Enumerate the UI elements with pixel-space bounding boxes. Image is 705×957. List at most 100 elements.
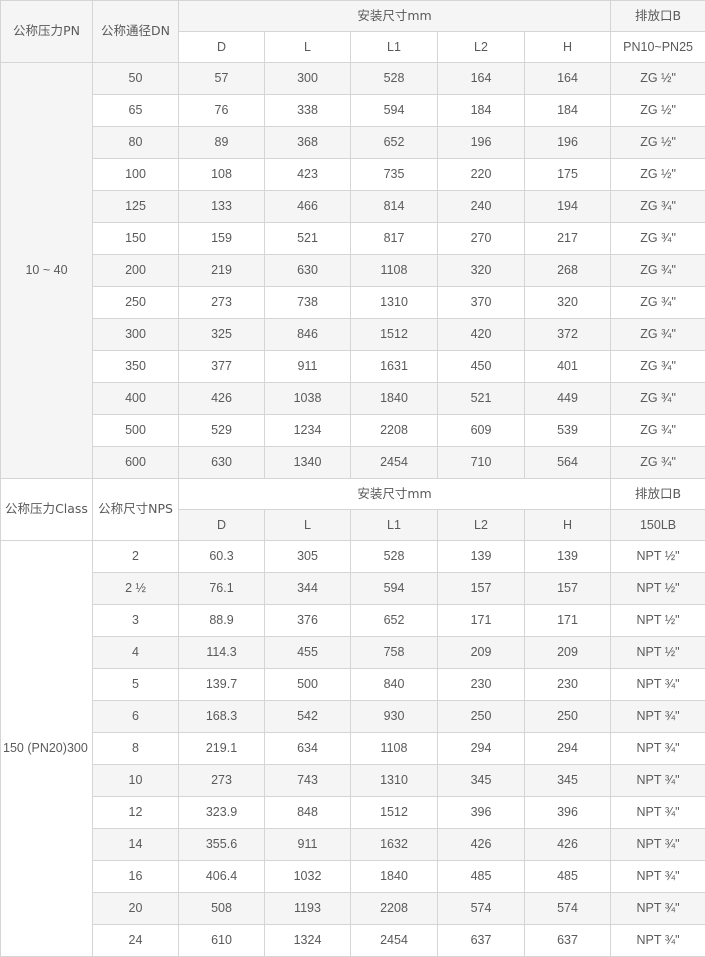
cell-h: 426 (525, 829, 611, 861)
header-group-dimensions-imperial: 安装尺寸mm (179, 479, 611, 510)
cell-nominal-size: 8 (93, 733, 179, 765)
cell-l1: 1512 (351, 797, 438, 829)
cell-drain-port: ZG ¾" (611, 351, 705, 383)
cell-nominal-size: 6 (93, 701, 179, 733)
cell-l2: 220 (438, 159, 525, 191)
cell-l: 338 (265, 95, 351, 127)
cell-l2: 609 (438, 415, 525, 447)
header-col-l1: L1 (351, 510, 438, 541)
cell-l: 521 (265, 223, 351, 255)
cell-drain-port: NPT ¾" (611, 765, 705, 797)
cell-l1: 2208 (351, 893, 438, 925)
cell-drain-port: ZG ¾" (611, 415, 705, 447)
cell-nominal-size: 500 (93, 415, 179, 447)
cell-l2: 240 (438, 191, 525, 223)
cell-h: 175 (525, 159, 611, 191)
cell-l: 500 (265, 669, 351, 701)
cell-h: 230 (525, 669, 611, 701)
cell-l1: 1840 (351, 861, 438, 893)
cell-l: 1324 (265, 925, 351, 957)
cell-d: 76 (179, 95, 265, 127)
cell-drain-port: ZG ¾" (611, 383, 705, 415)
cell-l: 911 (265, 829, 351, 861)
cell-l2: 710 (438, 447, 525, 479)
cell-l: 376 (265, 605, 351, 637)
cell-d: 89 (179, 127, 265, 159)
cell-d: 139.7 (179, 669, 265, 701)
cell-d: 108 (179, 159, 265, 191)
cell-l2: 637 (438, 925, 525, 957)
cell-d: 114.3 (179, 637, 265, 669)
cell-h: 637 (525, 925, 611, 957)
header-col-l2: L2 (438, 510, 525, 541)
cell-l2: 320 (438, 255, 525, 287)
cell-l: 368 (265, 127, 351, 159)
header-pressure-imperial: 公称压力Class (1, 479, 93, 541)
cell-l: 846 (265, 319, 351, 351)
cell-h: 485 (525, 861, 611, 893)
cell-l1: 652 (351, 127, 438, 159)
cell-nominal-size: 200 (93, 255, 179, 287)
cell-l: 743 (265, 765, 351, 797)
cell-l2: 370 (438, 287, 525, 319)
cell-d: 159 (179, 223, 265, 255)
cell-h: 372 (525, 319, 611, 351)
cell-l1: 814 (351, 191, 438, 223)
cell-l2: 184 (438, 95, 525, 127)
cell-nominal-size: 150 (93, 223, 179, 255)
header-col-h: H (525, 32, 611, 63)
header-size-cjk: 公称通径 (101, 23, 151, 38)
cell-nominal-size: 350 (93, 351, 179, 383)
cell-l1: 1310 (351, 765, 438, 797)
cell-d: 273 (179, 765, 265, 797)
cell-d: 406.4 (179, 861, 265, 893)
cell-l2: 209 (438, 637, 525, 669)
cell-nominal-size: 100 (93, 159, 179, 191)
cell-l1: 1108 (351, 733, 438, 765)
cell-h: 196 (525, 127, 611, 159)
header-col-d: D (179, 32, 265, 63)
cell-nominal-size: 10 (93, 765, 179, 797)
cell-l2: 230 (438, 669, 525, 701)
cell-l: 1032 (265, 861, 351, 893)
cell-l2: 270 (438, 223, 525, 255)
cell-l1: 2454 (351, 925, 438, 957)
cell-l: 300 (265, 63, 351, 95)
cell-nominal-size: 400 (93, 383, 179, 415)
cell-drain-port: ZG ¾" (611, 223, 705, 255)
cell-l: 466 (265, 191, 351, 223)
cell-nominal-size: 12 (93, 797, 179, 829)
cell-d: 219 (179, 255, 265, 287)
cell-d: 377 (179, 351, 265, 383)
cell-l2: 574 (438, 893, 525, 925)
cell-h: 250 (525, 701, 611, 733)
cell-l1: 528 (351, 63, 438, 95)
cell-l1: 930 (351, 701, 438, 733)
cell-nominal-size: 2 (93, 541, 179, 573)
cell-d: 630 (179, 447, 265, 479)
cell-l2: 420 (438, 319, 525, 351)
header-size-unit: NPS (148, 501, 173, 516)
pressure-range-label-metric: 10 ~ 40 (1, 63, 93, 479)
cell-h: 294 (525, 733, 611, 765)
cell-drain-port: ZG ¾" (611, 255, 705, 287)
cell-nominal-size: 50 (93, 63, 179, 95)
cell-h: 396 (525, 797, 611, 829)
cell-h: 401 (525, 351, 611, 383)
cell-nominal-size: 16 (93, 861, 179, 893)
cell-d: 508 (179, 893, 265, 925)
cell-d: 76.1 (179, 573, 265, 605)
cell-h: 217 (525, 223, 611, 255)
cell-l1: 594 (351, 573, 438, 605)
cell-d: 325 (179, 319, 265, 351)
cell-nominal-size: 125 (93, 191, 179, 223)
